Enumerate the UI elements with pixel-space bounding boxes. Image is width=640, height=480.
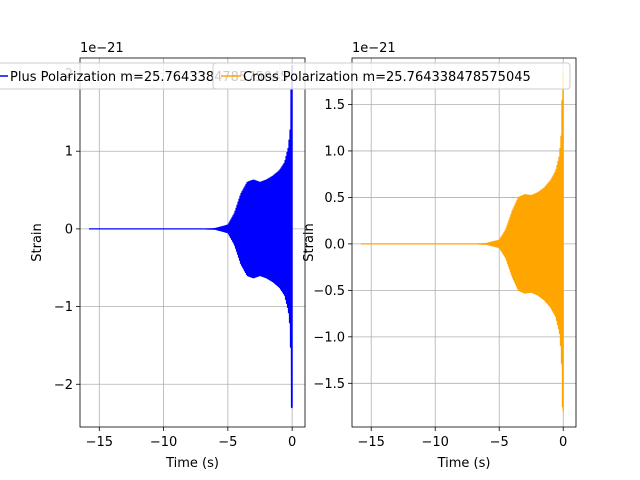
y-tick-label: 0.5 [324, 191, 345, 206]
x-tick-label: 0 [559, 435, 567, 450]
y-tick-label: −1.0 [313, 330, 345, 345]
x-tick-label: −5 [490, 435, 509, 450]
chart-panel-2: −15 −10 −5 0 −1.5 −1.0 −0.5 0.0 0.5 1.0 1.5 Time (s… [302, 41, 577, 471]
y-tick-label: −1.5 [313, 377, 345, 392]
x-tick-label: −10 [150, 435, 177, 450]
y-tick-label: −1 [54, 300, 73, 315]
x-tick-label: 0 [288, 435, 296, 450]
x-tick-label: −10 [421, 435, 448, 450]
y-offset-text: 1e−21 [80, 41, 124, 56]
y-tick-label: 0 [65, 222, 73, 237]
y-axis-label: Strain [30, 223, 45, 262]
legend-box [212, 62, 571, 90]
legend-label: Cross Polarization m=25.764338478575045 [243, 70, 531, 85]
axes-frame [79, 57, 306, 428]
y-axis-label: Strain [302, 223, 317, 262]
series-line-1 [88, 65, 293, 409]
x-tick-label: −5 [218, 435, 237, 450]
y-tick-label: 1.0 [324, 144, 345, 159]
x-tick-label: −15 [357, 435, 384, 450]
y-offset-text: 1e−21 [352, 41, 396, 56]
y-tick-label: 1 [65, 145, 73, 160]
y-tick-label: 1.5 [324, 98, 345, 113]
x-axis-label: Time (s) [165, 456, 219, 471]
x-axis-label: Time (s) [437, 456, 491, 471]
y-tick-label: 0.0 [324, 237, 345, 252]
series-line-1 [360, 71, 564, 412]
x-tick-label: −15 [86, 435, 113, 450]
y-tick-label: −0.5 [313, 284, 345, 299]
legend-2: Cross Polarization m=25.764338478575045 [212, 62, 571, 90]
axes-frame [351, 57, 577, 428]
y-tick-label: −2 [54, 378, 73, 393]
